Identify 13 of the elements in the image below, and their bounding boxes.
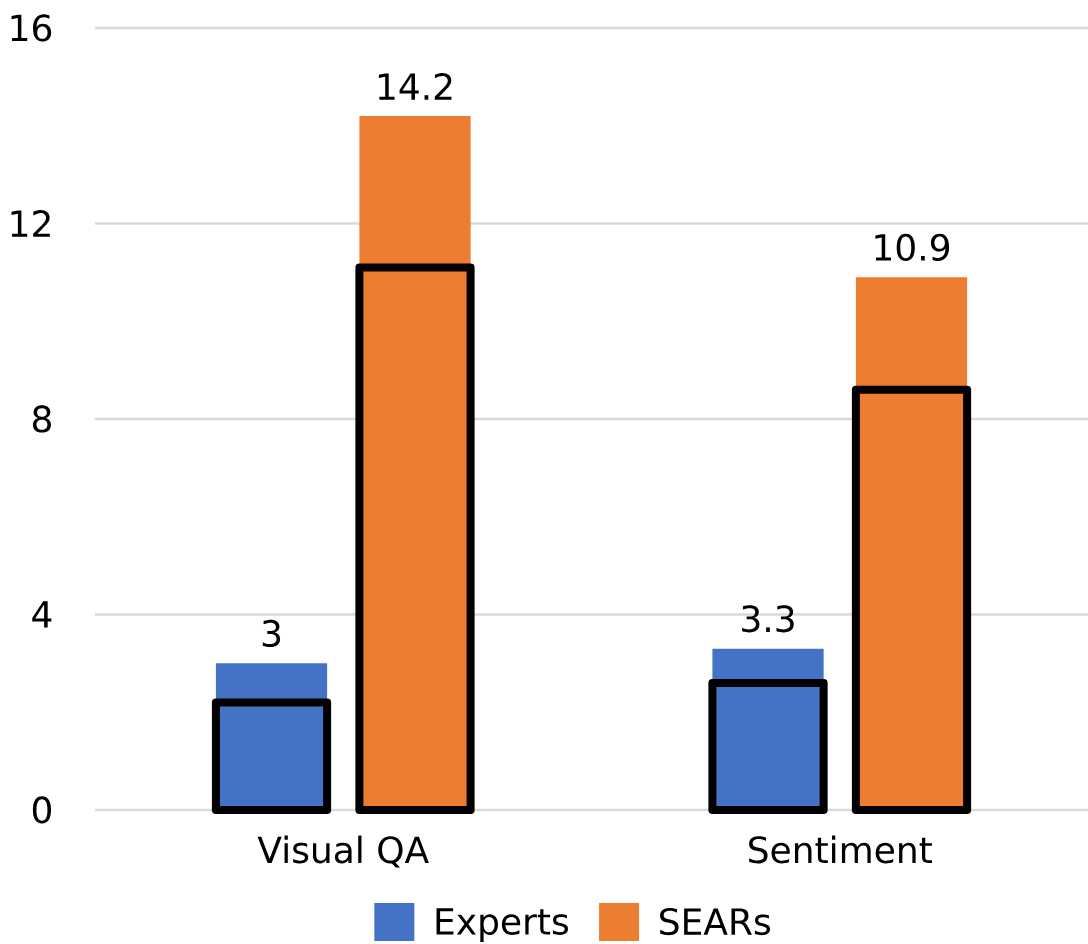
y-tick-label: 8 xyxy=(32,405,51,433)
legend-label: Experts xyxy=(436,908,568,942)
y-tick-label: 0 xyxy=(32,796,52,824)
data-label: 10.9 xyxy=(875,233,950,261)
legend-label: SEARs xyxy=(660,907,770,936)
y-tick-label: 12 xyxy=(11,210,50,237)
x-tick-label: Visual QA xyxy=(257,835,429,868)
y-tick-label: 16 xyxy=(11,14,52,42)
data-label: 3.3 xyxy=(742,605,794,633)
data-label: 14.2 xyxy=(378,72,452,100)
data-label: 3 xyxy=(262,619,281,648)
x-tick-label: Sentiment xyxy=(749,835,932,864)
y-tick-label: 4 xyxy=(32,601,52,628)
